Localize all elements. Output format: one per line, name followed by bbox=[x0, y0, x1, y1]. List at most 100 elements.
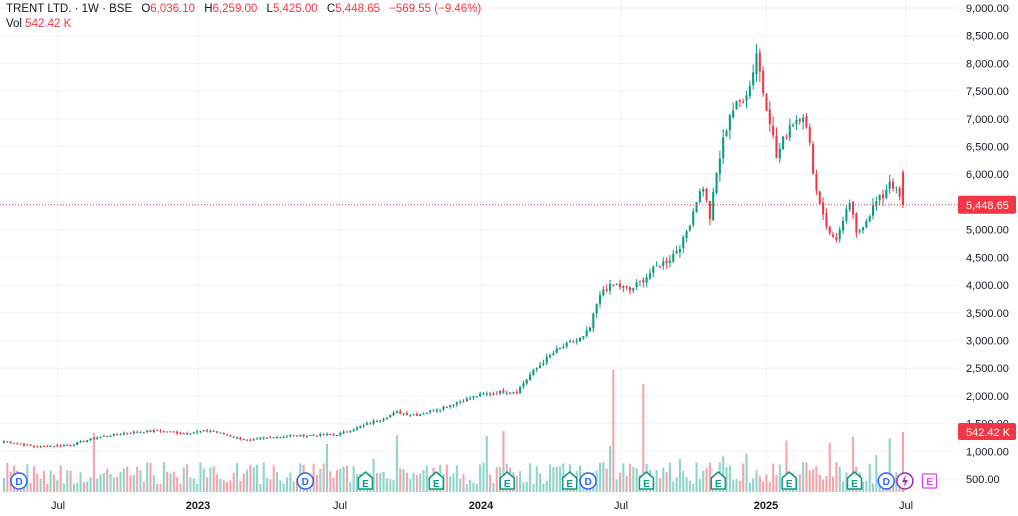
candle-body bbox=[246, 439, 249, 441]
volume-bar bbox=[52, 474, 55, 492]
candle-body bbox=[835, 236, 838, 241]
volume-bar bbox=[768, 482, 771, 492]
event-marker-e[interactable]: E bbox=[428, 471, 445, 490]
candle-body bbox=[412, 414, 415, 416]
volume-label[interactable]: Vol bbox=[6, 18, 22, 30]
candle-body bbox=[355, 427, 358, 430]
volume-bar bbox=[455, 465, 458, 492]
price-tick-label: 6,000.00 bbox=[966, 169, 1009, 181]
candle-body bbox=[56, 445, 59, 447]
volume-bar bbox=[738, 480, 741, 492]
earnings-marker-shape bbox=[357, 471, 374, 490]
symbol-name[interactable]: TRENT LTD. bbox=[6, 3, 72, 15]
volume-bar bbox=[685, 476, 688, 492]
event-marker-bolt[interactable] bbox=[896, 472, 914, 490]
candle-body bbox=[678, 248, 681, 253]
volume-bar bbox=[232, 472, 235, 492]
candle-body bbox=[795, 120, 798, 125]
earnings-marker-shape bbox=[846, 471, 863, 490]
close-value: 5,448.65 bbox=[335, 3, 380, 15]
volume-bar bbox=[209, 467, 212, 492]
event-marker-e[interactable]: E bbox=[781, 471, 797, 490]
volume-bar bbox=[672, 481, 675, 492]
volume-bar bbox=[559, 466, 562, 492]
candle-body bbox=[219, 432, 222, 434]
volume-bar bbox=[82, 482, 85, 492]
earnings-marker-letter: E bbox=[433, 479, 440, 490]
candle-body bbox=[136, 431, 139, 433]
event-marker-d[interactable]: D bbox=[10, 472, 28, 490]
candle-body bbox=[395, 411, 398, 413]
candle-body bbox=[792, 124, 795, 127]
volume-bar bbox=[642, 384, 645, 492]
volume-bar bbox=[602, 462, 605, 492]
volume-bar bbox=[665, 472, 668, 492]
open-value: 6,036.10 bbox=[150, 3, 196, 15]
candle-body bbox=[535, 368, 538, 370]
earnings-marker-letter: E bbox=[643, 479, 650, 490]
candle-body bbox=[742, 101, 745, 103]
candle-body bbox=[578, 338, 582, 342]
candle-body bbox=[762, 70, 765, 94]
candle-body bbox=[569, 341, 572, 343]
event-marker-d[interactable]: D bbox=[877, 472, 896, 490]
candle-body bbox=[529, 374, 532, 381]
candle-body bbox=[162, 431, 165, 433]
volume-bar bbox=[132, 474, 135, 492]
volume-bar bbox=[166, 471, 169, 492]
volume-bar bbox=[658, 478, 661, 492]
event-marker-e[interactable]: E bbox=[561, 471, 578, 490]
time-tick-label: 2024 bbox=[469, 500, 494, 512]
candle-body bbox=[132, 431, 135, 434]
event-marker-e[interactable]: E bbox=[357, 471, 374, 490]
dividend-marker-letter: D bbox=[15, 477, 22, 488]
candle-body bbox=[598, 294, 602, 304]
candle-body bbox=[6, 441, 9, 443]
event-marker-e-future[interactable]: E bbox=[921, 473, 938, 489]
candle-body bbox=[848, 203, 851, 210]
candle-body bbox=[209, 430, 212, 432]
candle-body bbox=[608, 283, 612, 291]
volume-bar bbox=[545, 480, 548, 492]
interval-label[interactable]: 1W bbox=[81, 3, 99, 15]
volume-bar bbox=[379, 473, 382, 492]
candle-body bbox=[615, 284, 618, 286]
candle-body bbox=[862, 227, 865, 231]
volume-bar bbox=[199, 462, 202, 492]
candle-body bbox=[199, 431, 202, 433]
volume-bar bbox=[775, 474, 778, 492]
candle-body bbox=[269, 437, 272, 439]
candle-body bbox=[805, 116, 808, 128]
volume-bar bbox=[332, 477, 335, 492]
volume-bar bbox=[266, 477, 269, 492]
volume-bar bbox=[246, 469, 249, 492]
volume-bar bbox=[32, 466, 35, 492]
event-marker-e[interactable]: E bbox=[499, 471, 515, 490]
candle-body bbox=[482, 393, 485, 395]
event-marker-d[interactable]: D bbox=[579, 472, 597, 490]
price-tick-label: 4,500.00 bbox=[966, 252, 1009, 264]
volume-bar bbox=[269, 479, 272, 492]
candle-body bbox=[402, 413, 405, 415]
candle-body bbox=[279, 436, 282, 438]
volume-bar bbox=[275, 472, 279, 492]
price-tick-label: 9,000.00 bbox=[966, 3, 1009, 15]
volume-bar bbox=[875, 455, 878, 492]
candle-body bbox=[745, 95, 748, 101]
event-marker-e[interactable]: E bbox=[638, 471, 655, 490]
volume-bar bbox=[189, 477, 192, 492]
volume-bar bbox=[758, 475, 761, 492]
time-tick-label: Jul bbox=[51, 500, 65, 512]
candle-body bbox=[299, 434, 302, 437]
candle-body bbox=[369, 423, 372, 425]
volume-bar bbox=[196, 483, 199, 492]
volume-bar bbox=[339, 468, 342, 492]
candle-body bbox=[285, 436, 289, 438]
candle-body bbox=[502, 390, 505, 393]
event-marker-e[interactable]: E bbox=[846, 471, 863, 490]
candle-body bbox=[435, 410, 438, 412]
volume-bar bbox=[798, 474, 801, 492]
event-marker-d[interactable]: D bbox=[296, 472, 315, 490]
event-marker-e[interactable]: E bbox=[710, 471, 727, 490]
